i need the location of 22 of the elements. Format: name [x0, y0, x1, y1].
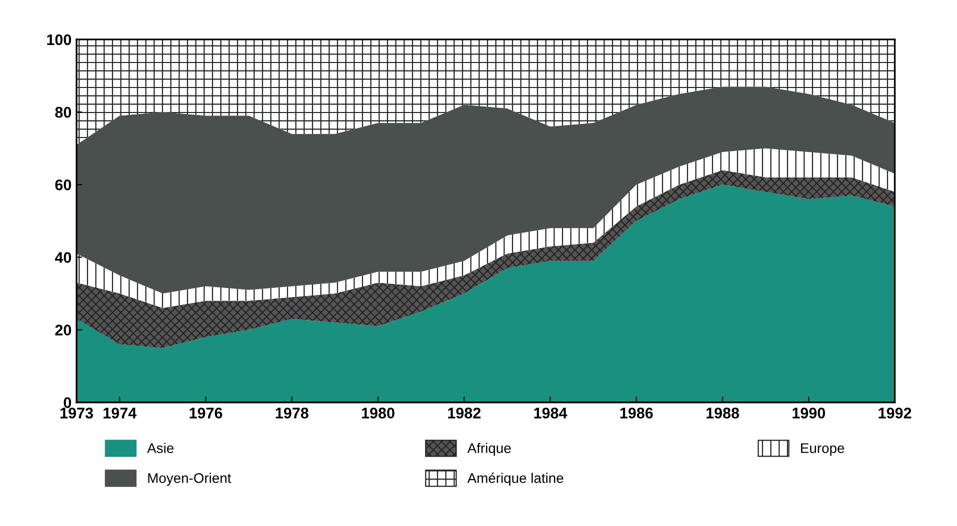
y-tick-label: 20: [55, 324, 72, 336]
legend-label: Amérique latine: [467, 472, 564, 486]
x-tick-label: 1974: [104, 408, 137, 418]
x-tick-label: 1986: [620, 408, 653, 418]
x-tick-label: 1980: [362, 408, 394, 418]
x-tick-label: 1990: [792, 408, 826, 418]
x-tick-label: 1976: [190, 408, 222, 418]
legend-label: Afrique: [467, 442, 511, 456]
y-tick-label: 0: [64, 397, 72, 408]
x-tick-label: 1984: [534, 408, 568, 418]
y-tick-label: 60: [55, 179, 72, 190]
x-tick-label: 1988: [706, 408, 740, 418]
x-tick-label: 1982: [448, 408, 481, 418]
y-tick-label: 80: [55, 106, 72, 118]
y-tick-label: 40: [54, 252, 72, 263]
y-tick-label: 100: [47, 34, 72, 46]
x-tick-label: 1973: [60, 408, 94, 418]
legend-label: Asie: [147, 442, 174, 454]
legend-label: Europe: [801, 443, 844, 456]
x-tick-label: 1992: [878, 408, 912, 418]
x-tick-label: 1978: [276, 408, 308, 418]
legend-label: Moyen-Orient: [148, 472, 232, 486]
